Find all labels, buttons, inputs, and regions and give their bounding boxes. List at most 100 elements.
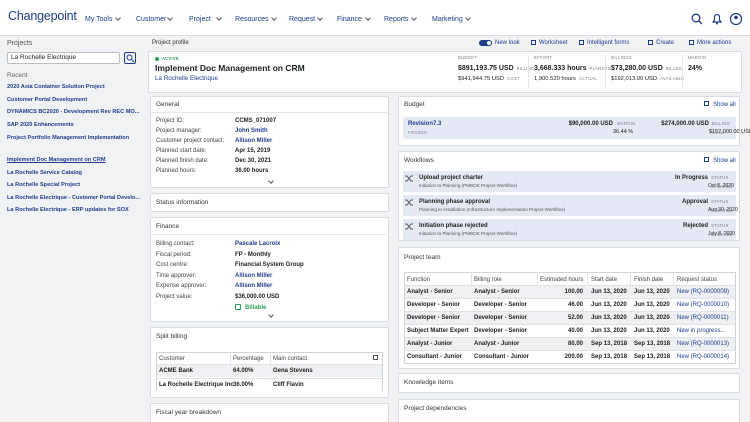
- column-header: Request status: [677, 277, 718, 283]
- workflow-name[interactable]: Planning phase approval: [419, 199, 491, 205]
- workflow-tag: UPDATED: [711, 231, 733, 237]
- table-cell: 46.00: [567, 302, 583, 308]
- table-row: [157, 377, 382, 391]
- nav-menu-item[interactable]: Customer: [136, 16, 167, 23]
- table-cell: Consultant - Junior: [474, 354, 529, 360]
- card-title: Workflows: [404, 157, 434, 164]
- field-value[interactable]: Allison Miller: [235, 138, 273, 144]
- recent-project[interactable]: SAP 2020 Enhancements: [7, 122, 74, 129]
- toolbar-button[interactable]: Worksheet: [539, 40, 568, 46]
- workflow-icon: [405, 199, 413, 208]
- status-information-card: [150, 193, 389, 212]
- nav-menu-item[interactable]: Request: [289, 16, 316, 23]
- show-all-icon: [704, 157, 709, 162]
- metric-row: $192,013.00 USD AVAILABLE: [611, 76, 684, 83]
- table-cell[interactable]: New in progress...: [677, 328, 726, 334]
- shuffle-icon: [405, 199, 413, 206]
- recent-project[interactable]: DYNAMICS BC2020 - Development Rev REC MO…: [7, 109, 140, 116]
- toolbar-button[interactable]: Create: [656, 40, 675, 46]
- field-value[interactable]: Pascale Lacroix: [235, 241, 281, 247]
- billable-label: Billable: [245, 305, 267, 311]
- nav-menu-item[interactable]: My Tools: [85, 16, 113, 23]
- field-value[interactable]: John Smith: [235, 128, 268, 134]
- table-cell: Sep 13, 2018: [634, 341, 671, 347]
- search-result[interactable]: La Rochelle Service Catalog: [7, 169, 82, 176]
- search-result[interactable]: La Rochelle Electrique - Customer Portal…: [7, 194, 141, 201]
- field-label: Planned start date:: [156, 148, 207, 154]
- column-header: Customer: [159, 356, 186, 362]
- show-all-link[interactable]: Show all: [713, 158, 736, 164]
- workflow-tag: STATUS: [711, 199, 729, 204]
- table-cell: 40.00: [567, 328, 583, 334]
- table-row: [405, 350, 735, 363]
- card-title: Fiscal year breakdown: [156, 409, 222, 416]
- toolbar-icon: [579, 40, 584, 45]
- project-customer[interactable]: La Rochelle Electrique: [155, 75, 219, 82]
- metric-row: $941,944.75 USD COST: [458, 76, 520, 83]
- table-cell: Sep 13, 2018: [634, 354, 671, 360]
- field-value: $36,000.00 USD: [235, 294, 280, 300]
- field-value[interactable]: Allison Miller: [235, 272, 273, 279]
- table-cell: Jun 13, 2020: [634, 302, 670, 308]
- search-result[interactable]: La Rochelle Special Project: [7, 182, 81, 189]
- budget-tag: BILLING: [712, 121, 730, 126]
- nav-menu-item[interactable]: Project: [189, 16, 211, 23]
- metric-separator: [528, 55, 529, 88]
- card-title: Finance: [156, 223, 180, 230]
- field-label: Project manager:: [156, 128, 202, 134]
- project-title: Implement Doc Management on CRM: [155, 63, 305, 73]
- toolbar-button[interactable]: Intelligent forms: [587, 40, 630, 46]
- recent-project[interactable]: 2020 Asia Container Solution Project: [7, 84, 105, 90]
- table-cell[interactable]: New (RQ-0000009): [677, 289, 730, 295]
- table-cell[interactable]: New (RQ-0000014): [677, 354, 730, 360]
- table-cell: Jun 13, 2020: [634, 315, 670, 321]
- search-result[interactable]: La Rochelle Electrique - ERP updates for…: [7, 207, 129, 214]
- column-header: Estimated hours: [540, 277, 584, 283]
- top-nav: [0, 0, 750, 36]
- table-cell: La Rochelle Electrique Inc: [159, 381, 234, 388]
- field-label: Planned hours:: [156, 168, 197, 174]
- table-cell[interactable]: New (RQ-0000010): [677, 302, 730, 308]
- nav-icons[interactable]: [690, 12, 746, 26]
- metric-tag: ACTUAL: [578, 76, 598, 81]
- workflow-name[interactable]: Upload project charter: [419, 175, 484, 181]
- field-label: Expense approver:: [156, 283, 207, 290]
- table-row: [405, 337, 735, 350]
- table-cell: Jun 13, 2020: [634, 328, 670, 334]
- table-cell: Jun 13, 2020: [634, 289, 670, 295]
- toolbar-icon: [648, 40, 653, 45]
- table-row: [405, 311, 735, 324]
- table-cell: ACME Bank: [159, 368, 194, 374]
- budget-revision[interactable]: Revision7.3: [408, 121, 442, 127]
- field-value: CCMS_071007: [235, 118, 277, 124]
- toolbar-button[interactable]: More actions: [697, 40, 732, 46]
- workflow-name[interactable]: Initiation phase rejected: [419, 223, 488, 229]
- nav-menu-item[interactable]: Reports: [384, 16, 409, 23]
- nav-menu-item[interactable]: Finance: [337, 16, 362, 23]
- field-value: 36.00 hours: [235, 168, 269, 174]
- metric-separator: [682, 55, 683, 88]
- toolbar-button[interactable]: New look: [495, 40, 520, 46]
- field-value[interactable]: Allison Miller: [235, 283, 273, 290]
- search-button[interactable]: [124, 52, 136, 64]
- search-result[interactable]: Implement Doc Management on CRM: [7, 157, 106, 163]
- metric-label: BUDGET: [458, 55, 478, 60]
- nav-menu-item[interactable]: Resources: [235, 16, 269, 23]
- status-badge: ACTIVE: [162, 56, 179, 61]
- metric-separator: [605, 55, 606, 88]
- table-cell[interactable]: New (RQ-0000013): [677, 341, 730, 347]
- workflow-tag: STATUS: [711, 175, 729, 180]
- recent-label: Recent: [7, 72, 28, 79]
- recent-project[interactable]: Customer Portal Development: [7, 96, 88, 103]
- table-cell[interactable]: New (RQ-0000011): [677, 315, 729, 321]
- recent-project[interactable]: Project Portfolio Management Implementat…: [7, 134, 130, 141]
- metric-row: $891,193.75 USD BILLING: [458, 65, 535, 72]
- table-cell: Developer - Senior: [474, 328, 528, 334]
- toggle[interactable]: [479, 40, 492, 46]
- nav-menu-item[interactable]: Marketing: [432, 16, 463, 23]
- field-label: Project ID:: [156, 118, 185, 124]
- workflow-status: Approval: [681, 199, 708, 205]
- field-label: Customer project contact:: [156, 138, 225, 144]
- show-all-link[interactable]: Show all: [713, 102, 736, 108]
